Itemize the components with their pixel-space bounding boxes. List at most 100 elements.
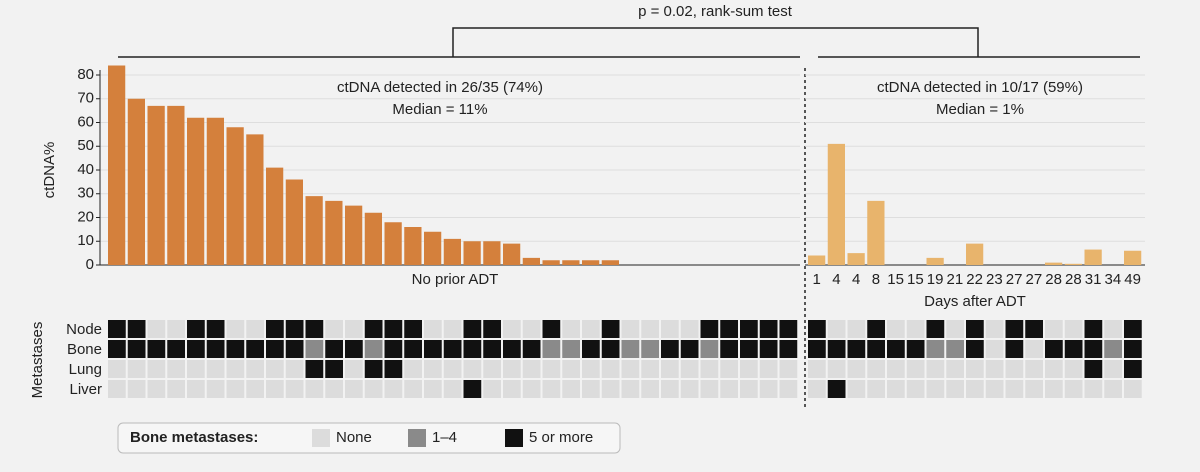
x-tick-label: 4 — [852, 271, 860, 288]
row-label: Lung — [69, 361, 102, 378]
heatmap-cell — [167, 340, 185, 358]
y-tick-label: 0 — [86, 256, 94, 273]
bar — [167, 105, 185, 265]
heatmap-cell — [740, 320, 758, 338]
heatmap-cell — [266, 360, 284, 378]
legend-swatch — [312, 429, 330, 447]
bar — [966, 243, 984, 265]
x-tick-label: 23 — [986, 271, 1003, 288]
heatmap-cell — [1064, 320, 1083, 338]
heatmap-cell — [887, 340, 905, 358]
heatmap-cell — [503, 340, 521, 358]
heatmap-cell — [601, 380, 620, 398]
heatmap-cell — [740, 340, 758, 358]
heatmap-cell — [127, 320, 146, 338]
heatmap-cell — [759, 380, 778, 398]
bar — [226, 127, 244, 265]
heatmap-cell — [582, 380, 600, 398]
heatmap-cell — [906, 380, 925, 398]
annotation: ctDNA detected in 10/17 (59%) — [877, 79, 1083, 96]
heatmap-cell — [700, 380, 719, 398]
heatmap-cell — [827, 360, 846, 378]
annotation: ctDNA detected in 26/35 (74%) — [337, 79, 543, 96]
heatmap-cell — [740, 360, 758, 378]
x-tick-label: 31 — [1085, 271, 1102, 288]
heatmap-cell — [325, 320, 343, 338]
heatmap-cell — [621, 360, 640, 378]
heatmap-cell — [483, 380, 501, 398]
heatmap-cell — [167, 380, 185, 398]
heatmap-cell — [946, 340, 964, 358]
heatmap-cell — [187, 360, 205, 378]
heatmap-cell — [966, 360, 984, 378]
heatmap-cell — [1025, 320, 1043, 338]
heatmap-cell — [641, 380, 659, 398]
bar — [424, 231, 442, 265]
heatmap-cell — [661, 380, 679, 398]
legend-box — [117, 422, 621, 454]
heatmap-cell — [364, 360, 383, 378]
heatmap-cell — [562, 320, 580, 338]
heatmap-cell — [887, 360, 905, 378]
x-axis-label: Days after ADT — [924, 293, 1026, 310]
heatmap-cell — [601, 360, 620, 378]
heatmap-cell — [562, 340, 580, 358]
x-tick-label: 15 — [907, 271, 924, 288]
heatmap-cell — [562, 360, 580, 378]
bar — [404, 227, 422, 265]
bar — [443, 238, 461, 265]
heatmap-cell — [827, 320, 846, 338]
heatmap-cell — [601, 320, 620, 338]
heatmap-cell — [542, 360, 561, 378]
heatmap-cell — [867, 340, 885, 358]
heatmap-cell — [305, 340, 324, 358]
heatmap-cell — [759, 320, 778, 338]
heatmap-cell — [720, 320, 738, 338]
x-tick-label: 27 — [1026, 271, 1043, 288]
heatmap-cell — [700, 340, 719, 358]
heatmap-cell — [305, 320, 324, 338]
heatmap-cell — [1124, 360, 1142, 378]
bar — [483, 241, 501, 265]
bar — [384, 222, 402, 265]
bar — [266, 167, 284, 265]
heatmap-cell — [1104, 380, 1122, 398]
heatmap-cell — [1064, 360, 1083, 378]
heatmap-cell — [808, 340, 826, 358]
heatmap-cell — [187, 380, 205, 398]
heatmap-label: Metastases — [29, 322, 46, 399]
heatmap-cell — [867, 360, 885, 378]
x-tick-label: 28 — [1045, 271, 1062, 288]
heatmap-cell — [926, 340, 945, 358]
heatmap-cell — [946, 380, 964, 398]
heatmap-cell — [463, 360, 482, 378]
bracket — [118, 27, 1140, 58]
x-tick-label: 1 — [812, 271, 820, 288]
heatmap-cell — [966, 320, 984, 338]
heatmap-cell — [226, 380, 245, 398]
heatmap-cell — [621, 320, 640, 338]
heatmap-cell — [522, 340, 541, 358]
heatmap-cell — [867, 320, 885, 338]
heatmap-cell — [226, 320, 245, 338]
heatmap-cell — [759, 340, 778, 358]
bar — [364, 212, 382, 265]
heatmap-cell — [827, 340, 846, 358]
comparison-label: p = 0.02, rank-sum test — [638, 3, 793, 20]
heatmap-cell — [680, 320, 699, 338]
heatmap-cell — [867, 380, 885, 398]
bar — [808, 255, 826, 265]
x-tick-label: 34 — [1105, 271, 1122, 288]
heatmap-cell — [522, 380, 541, 398]
heatmap-cell — [1064, 340, 1083, 358]
legend-label: None — [336, 429, 372, 446]
heatmap-cell — [680, 340, 699, 358]
heatmap-cell — [364, 340, 383, 358]
heatmap-cell — [503, 380, 521, 398]
x-tick-label: 28 — [1065, 271, 1082, 288]
heatmap-cell — [503, 360, 521, 378]
heatmap-cell — [206, 360, 225, 378]
heatmap-cell — [424, 380, 442, 398]
